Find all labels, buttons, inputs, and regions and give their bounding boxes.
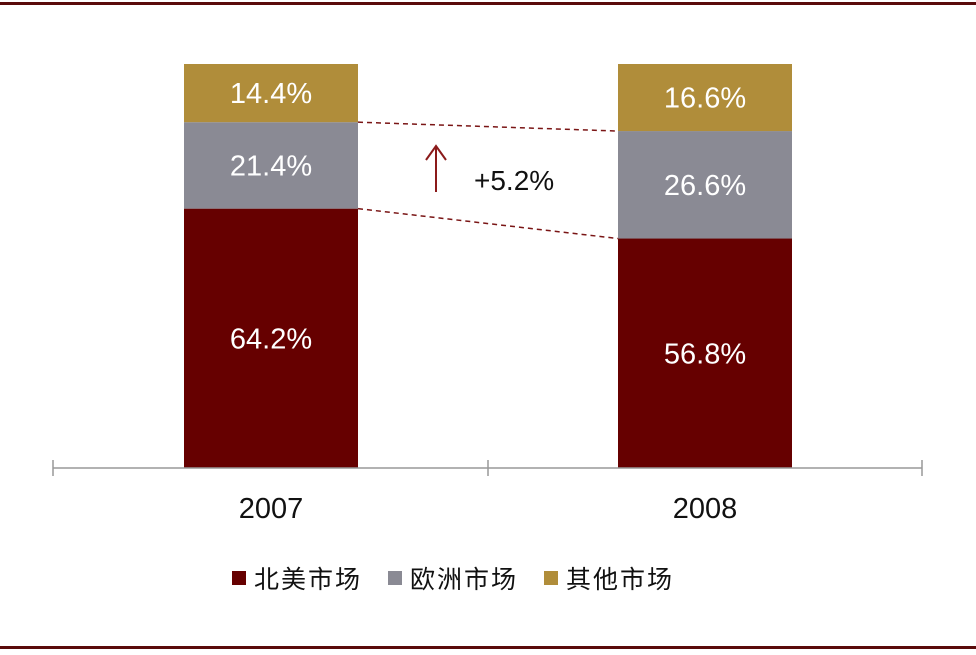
- data-label: 64.2%: [230, 323, 312, 355]
- up-arrow-head: [425, 144, 447, 161]
- data-label: 56.8%: [664, 338, 746, 370]
- top-rule: [0, 2, 976, 5]
- legend-swatch-north-america: [232, 571, 246, 585]
- bar-2007-series-2: [184, 64, 358, 123]
- connector-line-upper: [357, 121, 619, 132]
- data-label: 16.6%: [664, 83, 746, 115]
- data-label: 21.4%: [230, 150, 312, 182]
- legend-item-other: 其他市场: [544, 560, 674, 596]
- bar-2007-series-1: [184, 122, 358, 209]
- x-tick-label: 2007: [239, 493, 304, 525]
- legend: 北美市场 欧洲市场 其他市场: [232, 560, 674, 596]
- legend-swatch-europe: [388, 571, 403, 585]
- legend-item-north-america: 北美市场: [232, 560, 362, 596]
- legend-swatch-other: [544, 571, 559, 585]
- legend-item-europe: 欧洲市场: [388, 560, 518, 596]
- stacked-bar-chart: 64.2% 21.4% 14.4% 56.8% 26.6% 16.6% +5.2% 2007 2…: [52, 64, 923, 525]
- annotation-text: +5.2%: [474, 165, 554, 196]
- connector-line-lower: [357, 207, 619, 240]
- data-label: 26.6%: [664, 170, 746, 202]
- bar-2008-series-1: [618, 131, 792, 239]
- legend-label: 北美市场: [254, 565, 363, 594]
- data-label: 14.4%: [230, 78, 312, 110]
- bar-2008-series-2: [618, 64, 792, 132]
- bar-2008-series-0: [618, 238, 792, 468]
- legend-label: 其他市场: [566, 565, 675, 594]
- legend-label: 欧洲市场: [410, 565, 519, 594]
- x-tick-label: 2008: [673, 493, 738, 525]
- bar-2007-series-0: [184, 208, 358, 468]
- bottom-rule: [0, 646, 976, 649]
